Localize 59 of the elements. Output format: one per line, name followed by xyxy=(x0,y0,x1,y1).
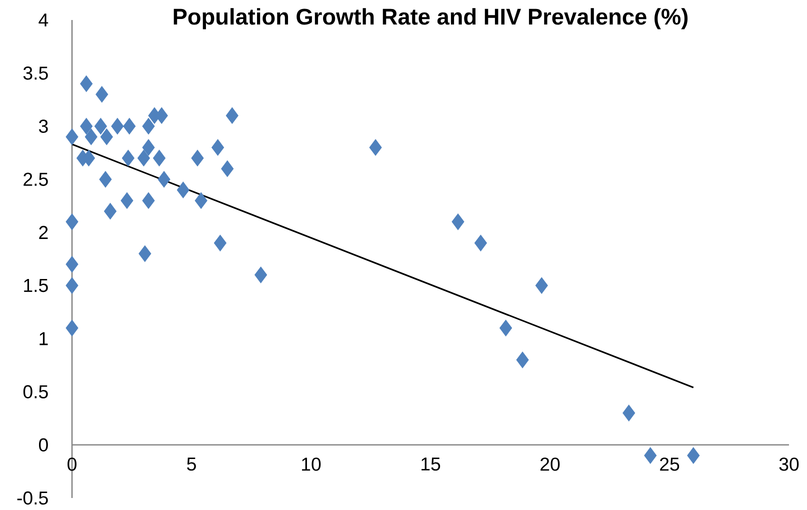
point xyxy=(123,118,136,134)
point xyxy=(66,256,78,273)
point xyxy=(212,139,224,156)
point xyxy=(158,171,170,188)
x-tick-label: 25 xyxy=(660,458,680,471)
point xyxy=(687,447,700,464)
point xyxy=(254,266,268,284)
point xyxy=(138,245,152,262)
point xyxy=(474,234,487,252)
point xyxy=(176,182,190,198)
point xyxy=(500,320,512,336)
point xyxy=(66,320,78,336)
point xyxy=(66,128,78,146)
point xyxy=(226,107,238,124)
y-tick-label: 1.5 xyxy=(24,279,48,292)
point xyxy=(152,150,166,166)
x-tick-label: 20 xyxy=(540,458,560,471)
point xyxy=(80,118,93,134)
y-tick-label: -0.5 xyxy=(17,491,48,505)
point xyxy=(644,447,657,464)
y-tick-label: 4 xyxy=(38,14,48,26)
y-tick-label: 2.5 xyxy=(24,172,48,186)
point xyxy=(516,352,529,368)
y-tick-label: 3 xyxy=(38,120,48,133)
point xyxy=(99,171,112,188)
point xyxy=(142,139,155,156)
x-tick-label: 15 xyxy=(422,458,440,471)
point xyxy=(142,118,155,134)
point xyxy=(80,75,93,92)
point xyxy=(194,192,208,209)
point xyxy=(221,160,234,177)
point xyxy=(120,192,134,209)
point xyxy=(96,86,108,103)
x-tick-label: 5 xyxy=(187,458,196,471)
y-tick-label: 0 xyxy=(38,438,48,452)
point xyxy=(66,214,78,230)
x-tick-label: 0 xyxy=(68,458,76,471)
point xyxy=(214,234,226,252)
point xyxy=(622,404,636,422)
y-tick-label: 2 xyxy=(39,226,48,239)
point xyxy=(84,128,98,146)
chart-title: Population Growth Rate and HIV Prevalence (%) xyxy=(174,8,688,30)
y-tick-label: 0.5 xyxy=(23,385,48,398)
x-tick-label: 30 xyxy=(779,458,799,471)
y-tick-label: 1 xyxy=(40,332,48,346)
point xyxy=(452,214,464,230)
y-tick-label: 3.5 xyxy=(23,66,48,80)
point xyxy=(535,277,548,294)
point xyxy=(137,150,150,166)
point xyxy=(122,150,134,166)
point xyxy=(111,118,124,134)
point xyxy=(191,150,204,166)
x-tick-label: 10 xyxy=(302,458,321,471)
point xyxy=(369,139,382,156)
point xyxy=(94,118,107,134)
point xyxy=(142,192,155,209)
point xyxy=(100,128,113,146)
point xyxy=(104,202,117,220)
point xyxy=(66,277,78,294)
